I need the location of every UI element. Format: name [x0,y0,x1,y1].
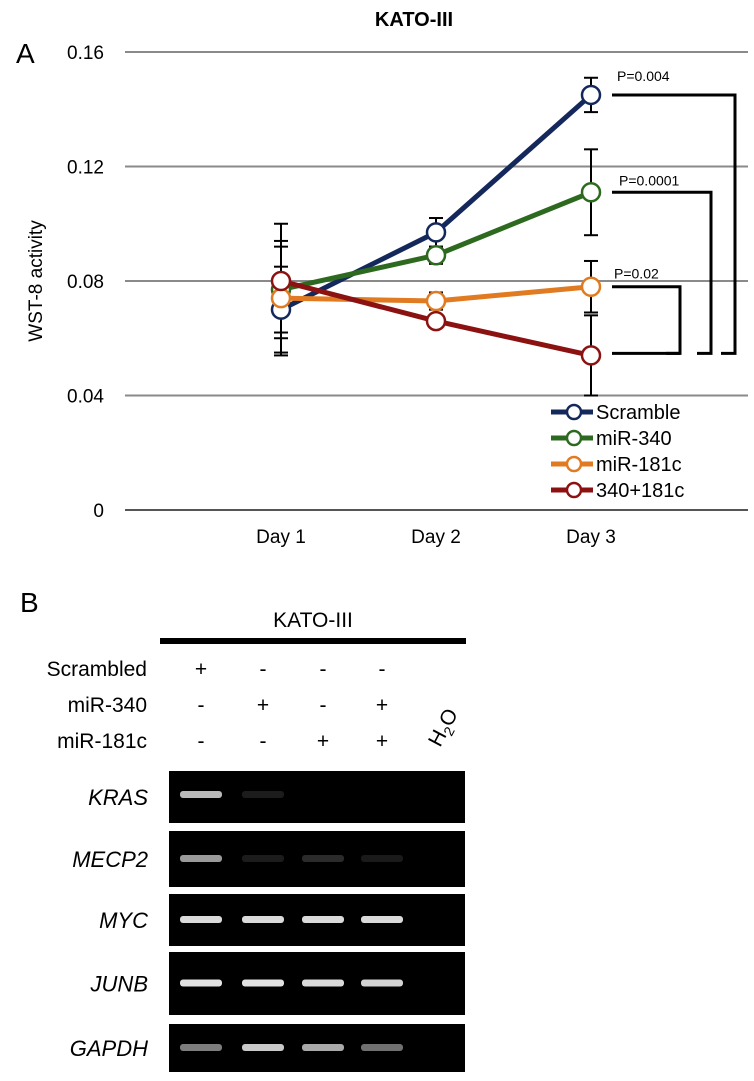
x-tick-label: Day 3 [566,527,616,548]
gene-label: KRAS [88,785,148,810]
gel-band [242,979,284,987]
p-value-label: P=0.02 [614,266,659,282]
condition-mark: - [260,658,267,681]
gel-band [302,916,344,923]
legend-marker [565,481,583,499]
x-tick-label: Day 2 [411,527,461,548]
gene-label: GAPDH [70,1036,148,1061]
condition-mark: - [260,730,267,753]
significance-bracket [612,190,713,355]
panel-b-label: B [20,587,39,618]
gel-band [242,855,284,862]
chart-title: KATO-III [375,9,453,31]
condition-mark: + [257,694,269,717]
legend-marker [565,429,583,447]
gel-band [242,916,284,923]
condition-mark: + [195,658,207,681]
legend-marker [565,455,583,473]
data-point [425,290,447,312]
condition-name: miR-181c [57,730,147,753]
y-tick-label: 0 [93,501,104,522]
x-tick-label: Day 1 [256,527,306,548]
legend-entry: miR-181c [596,454,682,476]
legend-entry: miR-340 [596,428,672,450]
data-point [425,244,447,266]
condition-name: Scrambled [47,658,147,681]
panel-a-label: A [16,38,35,69]
condition-mark: - [198,694,205,717]
data-point [425,310,447,332]
y-axis-label: WST-8 activity [26,220,47,342]
gel-band [361,855,403,862]
condition-mark: + [376,694,388,717]
data-point [580,84,602,106]
data-point [425,222,447,243]
y-tick-label: 0.04 [67,387,104,408]
x-tick-labels: Day 1 Day 2 Day 3 [256,527,616,548]
significance-brackets: P=0.004 P=0.0001 P=0.02 [612,68,737,355]
gene-label: MECP2 [72,847,148,872]
condition-mark: - [198,730,205,753]
gel-cell-line-label: KATO-III [273,609,353,632]
gel-band [361,1044,403,1051]
condition-mark: + [317,730,329,753]
p-value-label: P=0.0001 [619,172,680,188]
data-points [270,84,602,366]
gel-band [302,979,344,987]
gel-band [302,1044,344,1051]
data-point [270,270,292,292]
gel-band [242,1044,284,1051]
gel-band [180,855,222,862]
gridlines [125,51,748,511]
data-point [580,276,602,297]
legend-marker [565,403,583,421]
condition-mark: - [379,658,386,681]
condition-table: Scrambled + - - - miR-340 - + - + miR-181c - - + + [47,658,389,753]
gel-band [180,916,222,923]
water-lane-label: H2O [424,705,465,752]
gel-band [361,916,403,923]
y-tick-label: 0.12 [67,158,104,179]
gel-band [361,979,403,987]
condition-mark: - [320,658,327,681]
gel-band [180,1044,222,1051]
significance-bracket [612,285,682,355]
condition-mark: + [376,730,388,753]
y-tick-label: 0.16 [67,43,104,64]
p-value-label: P=0.004 [617,68,670,84]
data-point [270,287,292,309]
gel-band [302,855,344,862]
condition-name: miR-340 [68,694,147,717]
legend-entry: 340+181c [596,480,684,502]
data-point [580,345,602,366]
condition-mark: - [320,694,327,717]
data-point [580,182,602,203]
gel-images: KRAS MECP2 MYC JUNB GAPDH [70,771,465,1072]
legend: Scramble miR-340 miR-181c 340+181c [551,402,684,502]
gel-band [180,979,222,987]
gel-header-bar [160,638,466,644]
gene-label: MYC [99,908,148,933]
y-tick-labels: 0 0.04 0.08 0.12 0.16 [67,43,104,522]
gel-band [242,791,284,798]
legend-entry: Scramble [596,402,680,424]
gene-label: JUNB [90,972,148,997]
y-tick-label: 0.08 [67,272,104,293]
gel-band [180,791,222,798]
significance-bracket [612,93,737,355]
